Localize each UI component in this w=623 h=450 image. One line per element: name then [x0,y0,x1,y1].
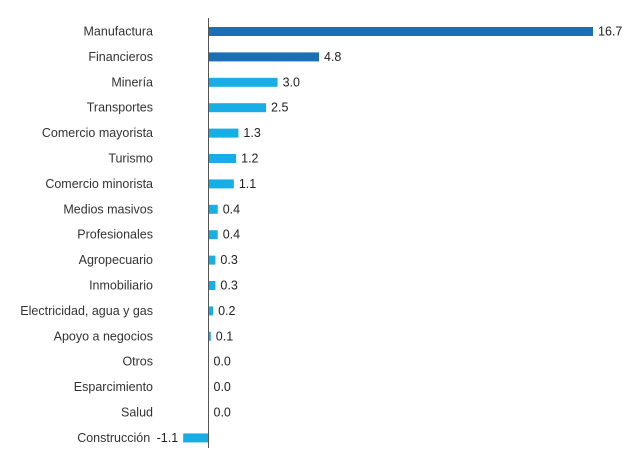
value-label-turismo: 1.2 [241,152,258,166]
bar-comercio-minorista [208,179,234,189]
category-label-electricidad-agua-y-gas: Electricidad, agua y gas [20,304,153,318]
category-label-turismo: Turismo [108,152,153,166]
value-labels: 16.7 4.8 3.0 2.5 1.3 1.2 1.1 0.4 0.4 0.3 0.3 0.2 0.1… [157,25,623,445]
bar-apoyo-a-negocios [208,331,211,341]
bar-profesionales [208,230,218,240]
category-label-comercio-mayorista: Comercio mayorista [42,126,153,140]
value-label-medios-masivos: 0.4 [223,202,240,216]
value-label-construccion: -1.1 [157,431,179,445]
category-label-otros: Otros [122,355,153,369]
bar-construccion [183,433,209,443]
value-label-apoyo-a-negocios: 0.1 [216,329,233,343]
bar-inmobiliario [208,281,216,290]
category-label-mineria: Minería [111,75,153,89]
value-label-manufactura: 16.7 [598,25,622,39]
category-label-comercio-minorista: Comercio minorista [45,177,153,191]
value-label-comercio-minorista: 1.1 [239,177,256,191]
category-label-financieros: Financieros [88,50,153,64]
category-label-construccion: Construcción [77,431,150,445]
bar-electricidad-agua-y-gas [208,306,214,316]
category-label-esparcimiento: Esparcimiento [74,380,153,394]
value-label-inmobiliario: 0.3 [220,279,237,293]
bar-turismo [208,154,237,163]
value-label-salud: 0.0 [214,406,231,420]
bar-agropecuario [208,255,216,265]
bars [183,27,593,443]
value-label-agropecuario: 0.3 [220,253,237,267]
category-label-transportes: Transportes [87,101,153,115]
bar-mineria [208,77,278,87]
bar-transportes [208,103,267,113]
value-label-financieros: 4.8 [324,50,341,64]
value-label-electricidad-agua-y-gas: 0.2 [218,304,235,318]
category-label-medios-masivos: Medios masivos [63,202,153,216]
value-label-mineria: 3.0 [283,75,300,89]
category-label-agropecuario: Agropecuario [79,253,153,267]
value-label-transportes: 2.5 [271,101,288,115]
value-label-profesionales: 0.4 [223,228,240,242]
bar-medios-masivos [208,204,218,214]
category-label-apoyo-a-negocios: Apoyo a negocios [54,329,153,343]
category-labels: Manufactura Financieros Minería Transportes… [20,25,153,445]
category-label-manufactura: Manufactura [84,25,154,39]
bar-comercio-mayorista [208,128,239,138]
value-label-esparcimiento: 0.0 [214,380,231,394]
bar-financieros [208,52,320,62]
value-label-comercio-mayorista: 1.3 [243,126,260,140]
value-label-otros: 0.0 [214,355,231,369]
category-label-profesionales: Profesionales [77,228,153,242]
category-label-inmobiliario: Inmobiliario [89,279,153,293]
category-label-salud: Salud [121,406,153,420]
bar-manufactura [208,27,593,36]
